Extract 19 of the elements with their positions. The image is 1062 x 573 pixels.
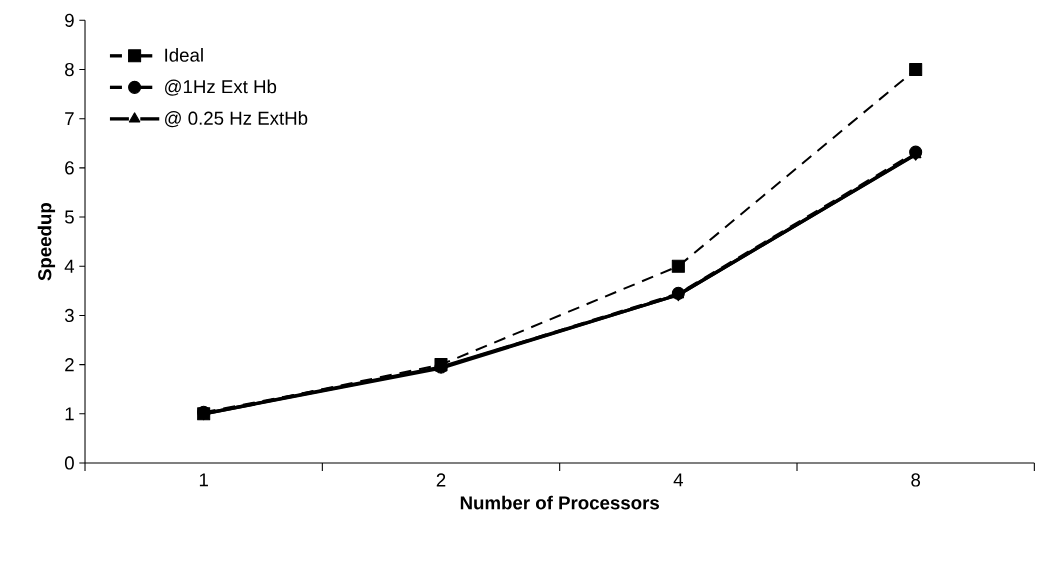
y-tick-label: 7 [65, 112, 74, 126]
y-tick-label: 5 [64, 210, 74, 224]
y-tick-label: 3 [64, 308, 74, 323]
x-tick-label: 1 [199, 473, 208, 487]
y-axis-title: Speedup [37, 203, 56, 281]
y-tick-label: 1 [65, 407, 74, 421]
x-tick-label: 4 [673, 473, 683, 487]
y-tick-label: 8 [65, 62, 74, 77]
y-tick-label: 2 [65, 358, 74, 372]
x-tick-label: 8 [911, 473, 921, 487]
legend-label: @1Hz Ext Hb [165, 79, 277, 96]
y-tick-label: 9 [65, 13, 74, 27]
legend-label: Ideal [165, 48, 203, 62]
x-axis-title: Number of Processors [460, 495, 659, 510]
y-tick-label: 0 [64, 456, 74, 470]
y-tick-label: 4 [64, 259, 75, 273]
x-tick-label: 2 [436, 473, 446, 487]
legend-label: @ 0.25 Hz ExtHb [165, 111, 308, 128]
y-tick-label: 6 [65, 161, 74, 175]
